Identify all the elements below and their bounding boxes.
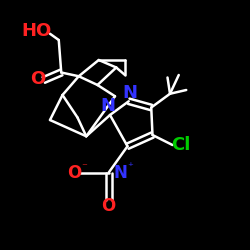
Text: N: N	[113, 164, 127, 182]
Text: N: N	[122, 84, 138, 102]
Text: ⁺: ⁺	[127, 162, 133, 172]
Text: N: N	[100, 97, 115, 115]
Text: O: O	[30, 70, 45, 88]
Text: ⁻: ⁻	[81, 162, 87, 172]
Text: O: O	[102, 197, 116, 215]
Text: Cl: Cl	[172, 136, 191, 154]
Text: O: O	[66, 164, 81, 182]
Text: HO: HO	[21, 22, 52, 40]
